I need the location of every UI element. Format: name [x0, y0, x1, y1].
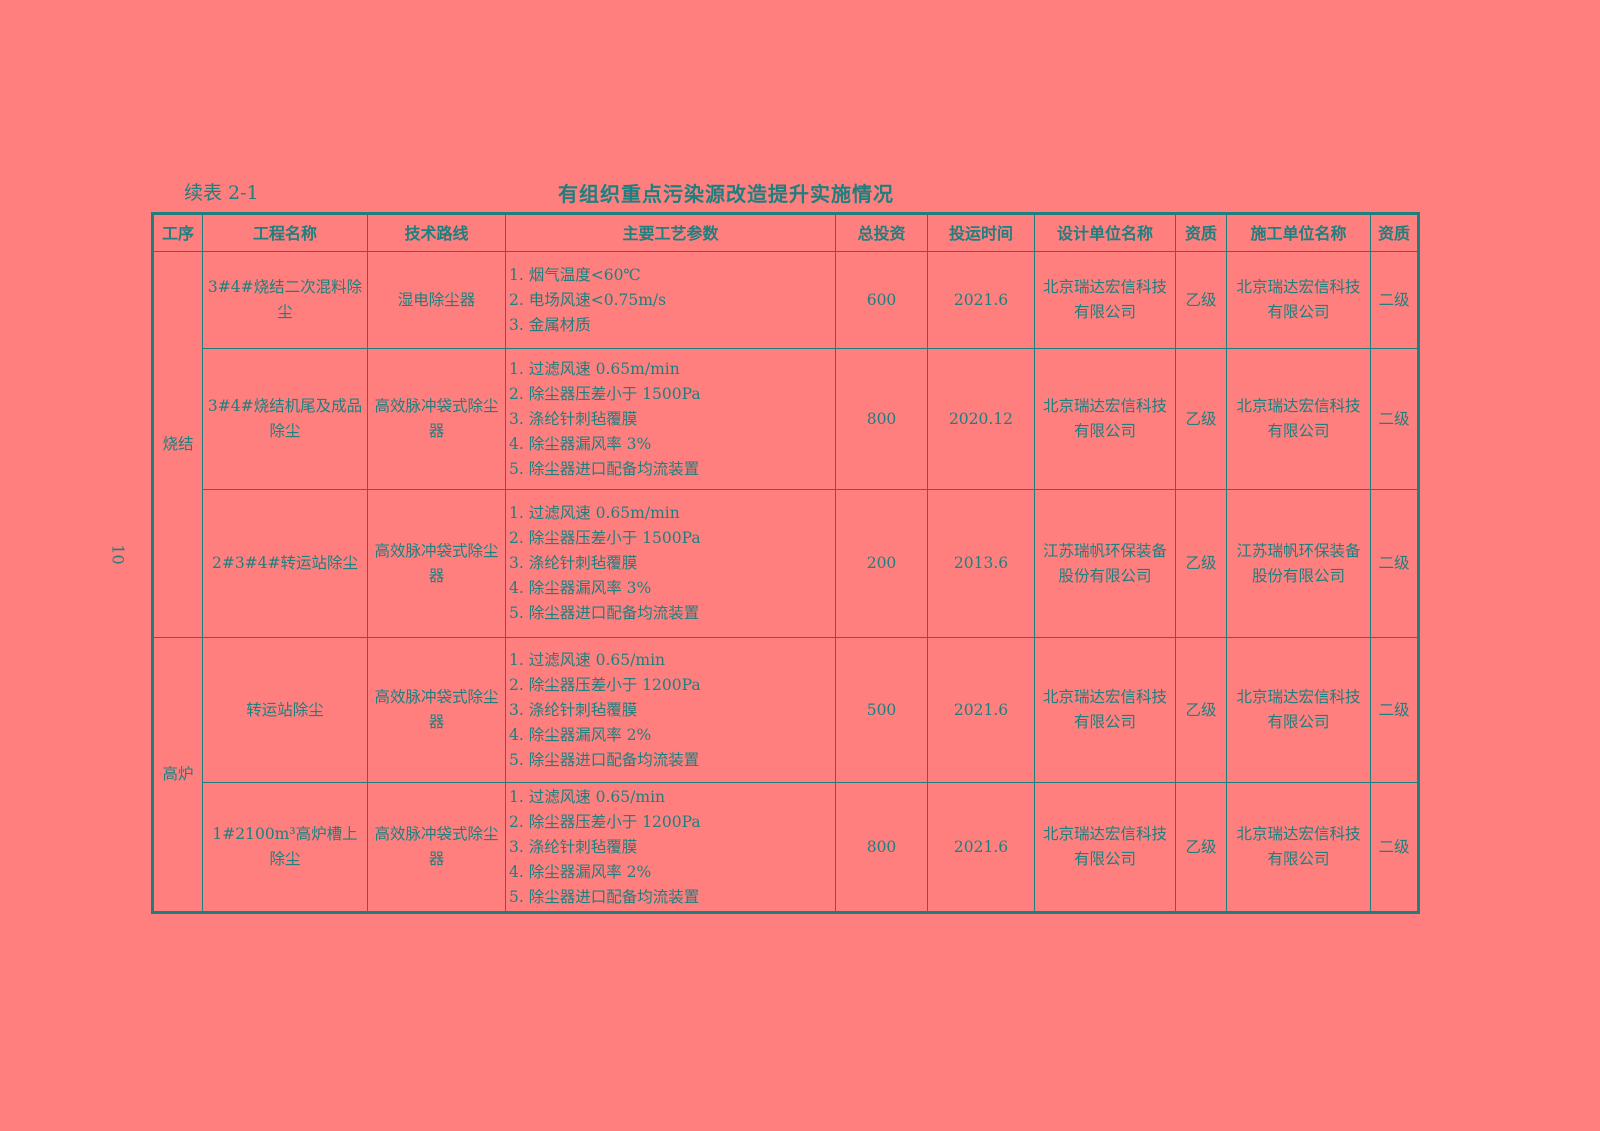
- param-line: 2. 除尘器压差小于 1200Pa: [509, 675, 701, 694]
- param-line: 1. 过滤风速 0.65/min: [509, 787, 666, 806]
- column-header: 主要工艺参数: [505, 213, 836, 252]
- designer-cell: 北京瑞达宏信科技有限公司: [1034, 782, 1176, 913]
- commission-date-cell: 2013.6: [927, 489, 1035, 638]
- builder-cell: 北京瑞达宏信科技有限公司: [1226, 782, 1371, 913]
- param-line: 3. 涤纶针刺毡覆膜: [509, 837, 638, 856]
- builder-grade-cell: 二级: [1370, 489, 1419, 638]
- table-row: 3#4#烧结机尾及成品除尘 高效脉冲袋式除尘器 1. 过滤风速 0.65m/min 2…: [153, 348, 1419, 490]
- param-line: 4. 除尘器漏风率 2%: [509, 725, 652, 744]
- param-line: 2. 电场风速<0.75m/s: [509, 290, 667, 309]
- project-name-cell: 3#4#烧结二次混料除尘: [202, 251, 368, 349]
- param-line: 1. 烟气温度<60℃: [509, 265, 641, 284]
- project-name-cell: 3#4#烧结机尾及成品除尘: [202, 348, 368, 490]
- process-cell: 高炉: [152, 637, 203, 913]
- column-header: 设计单位名称: [1034, 213, 1176, 252]
- designer-cell: 江苏瑞帆环保装备股份有限公司: [1034, 489, 1176, 638]
- param-line: 3. 金属材质: [509, 315, 591, 334]
- builder-cell: 北京瑞达宏信科技有限公司: [1226, 251, 1371, 349]
- param-line: 4. 除尘器漏风率 3%: [509, 434, 652, 453]
- tech-route-cell: 高效脉冲袋式除尘器: [367, 348, 506, 490]
- column-header: 工程名称: [202, 213, 368, 252]
- process-params-cell: 1. 过滤风速 0.65/min 2. 除尘器压差小于 1200Pa 3. 涤纶针刺…: [505, 637, 836, 783]
- process-params-cell: 1. 过滤风速 0.65/min 2. 除尘器压差小于 1200Pa 3. 涤纶针刺…: [505, 782, 836, 913]
- process-params-cell: 1. 过滤风速 0.65m/min 2. 除尘器压差小于 1500Pa 3. 涤纶针…: [505, 348, 836, 490]
- param-line: 1. 过滤风速 0.65m/min: [509, 504, 680, 522]
- param-line: 1. 过滤风速 0.65/min: [509, 650, 666, 669]
- builder-grade-cell: 二级: [1370, 782, 1419, 913]
- param-line: 2. 除尘器压差小于 1200Pa: [509, 812, 701, 831]
- designer-grade-cell: 乙级: [1175, 637, 1227, 783]
- investment-cell: 600: [835, 251, 928, 349]
- param-line: 2. 除尘器压差小于 1500Pa: [509, 384, 701, 403]
- builder-grade-cell: 二级: [1370, 251, 1419, 349]
- table-row: 1#2100m³高炉槽上除尘 高效脉冲袋式除尘器 1. 过滤风速 0.65/min 2…: [153, 782, 1419, 913]
- builder-grade-cell: 二级: [1370, 348, 1419, 490]
- commission-date-cell: 2021.6: [927, 637, 1035, 783]
- tech-route-cell: 湿电除尘器: [367, 251, 506, 349]
- column-header: 总投资: [835, 213, 928, 252]
- commission-date-cell: 2021.6: [927, 251, 1035, 349]
- param-line: 4. 除尘器漏风率 3%: [509, 579, 652, 597]
- designer-grade-cell: 乙级: [1175, 489, 1227, 638]
- param-line: 3. 涤纶针刺毡覆膜: [509, 409, 638, 428]
- table-caption: 续表 2-1: [184, 182, 259, 204]
- table-header-row: 工序 工程名称 技术路线 主要工艺参数 总投资 投运时间 设计单位名称 资质 施工单位名称 资质: [152, 213, 1419, 252]
- designer-cell: 北京瑞达宏信科技有限公司: [1034, 348, 1176, 490]
- column-header: 工序: [152, 213, 203, 252]
- table-row: 高炉 转运站除尘 高效脉冲袋式除尘器 1. 过滤风速 0.65/min 2. 除尘器压差…: [152, 637, 1419, 913]
- builder-cell: 北京瑞达宏信科技有限公司: [1226, 637, 1371, 783]
- builder-grade-cell: 二级: [1370, 637, 1419, 783]
- builder-cell: 北京瑞达宏信科技有限公司: [1226, 348, 1371, 490]
- column-header: 施工单位名称: [1226, 213, 1371, 252]
- pollution-source-table: 工序 工程名称 技术路线 主要工艺参数 总投资 投运时间 设计单位名称 资质 施工单位名称 资质 …: [151, 212, 1420, 914]
- param-line: 3. 涤纶针刺毡覆膜: [509, 554, 638, 572]
- project-name-cell: 转运站除尘: [202, 637, 368, 783]
- param-line: 4. 除尘器漏风率 2%: [509, 862, 652, 881]
- investment-cell: 200: [835, 489, 928, 638]
- commission-date-cell: 2021.6: [927, 782, 1035, 913]
- project-name-cell: 2#3#4#转运站除尘: [202, 489, 368, 638]
- designer-grade-cell: 乙级: [1175, 348, 1227, 490]
- page-number: 10: [108, 544, 128, 565]
- designer-grade-cell: 乙级: [1175, 251, 1227, 349]
- page-title: 有组织重点污染源改造提升实施情况: [558, 182, 894, 206]
- column-header: 资质: [1370, 213, 1419, 252]
- column-header: 资质: [1175, 213, 1227, 252]
- investment-cell: 800: [835, 782, 928, 913]
- param-line: 2. 除尘器压差小于 1500Pa: [509, 529, 701, 547]
- param-line: 5. 除尘器进口配备均流装置: [509, 459, 700, 478]
- designer-grade-cell: 乙级: [1175, 782, 1227, 913]
- designer-cell: 北京瑞达宏信科技有限公司: [1034, 637, 1176, 783]
- commission-date-cell: 2020.12: [927, 348, 1035, 490]
- table-row: 2#3#4#转运站除尘 高效脉冲袋式除尘器 1. 过滤风速 0.65m/min 2. …: [153, 489, 1419, 638]
- column-header: 投运时间: [927, 213, 1035, 252]
- param-line: 5. 除尘器进口配备均流装置: [509, 604, 700, 622]
- param-line: 5. 除尘器进口配备均流装置: [509, 887, 700, 906]
- investment-cell: 800: [835, 348, 928, 490]
- tech-route-cell: 高效脉冲袋式除尘器: [367, 782, 506, 913]
- param-line: 1. 过滤风速 0.65m/min: [509, 359, 680, 378]
- builder-cell: 江苏瑞帆环保装备股份有限公司: [1226, 489, 1371, 638]
- designer-cell: 北京瑞达宏信科技有限公司: [1034, 251, 1176, 349]
- process-params-cell: 1. 过滤风速 0.65m/min 2. 除尘器压差小于 1500Pa 3. 涤纶针…: [505, 489, 836, 638]
- investment-cell: 500: [835, 637, 928, 783]
- param-line: 3. 涤纶针刺毡覆膜: [509, 700, 638, 719]
- project-name-cell: 1#2100m³高炉槽上除尘: [202, 782, 368, 913]
- table-row: 烧结 3#4#烧结二次混料除尘 湿电除尘器 1. 烟气温度<60℃ 2. 电场风速<0.…: [152, 251, 1419, 638]
- param-line: 5. 除尘器进口配备均流装置: [509, 750, 700, 769]
- tech-route-cell: 高效脉冲袋式除尘器: [367, 489, 506, 638]
- tech-route-cell: 高效脉冲袋式除尘器: [367, 637, 506, 783]
- process-params-cell: 1. 烟气温度<60℃ 2. 电场风速<0.75m/s 3. 金属材质: [505, 251, 836, 349]
- column-header: 技术路线: [367, 213, 506, 252]
- process-cell: 烧结: [152, 251, 203, 638]
